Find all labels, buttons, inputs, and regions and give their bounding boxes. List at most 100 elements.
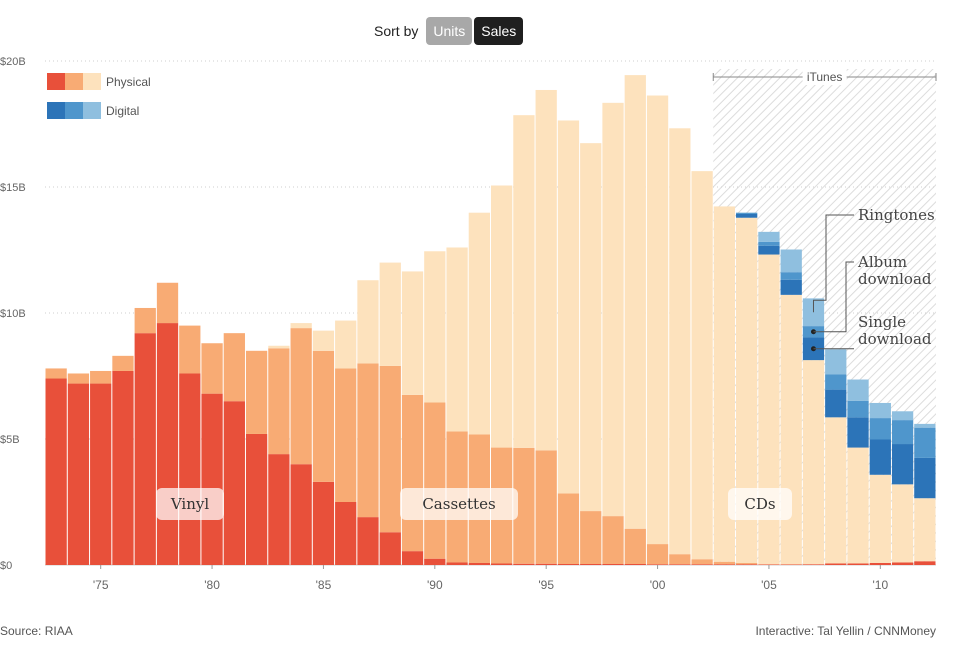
bar-segment-single_download[interactable]: [825, 389, 847, 418]
bar-segment-cassettes[interactable]: [557, 493, 580, 564]
bar-segment-cds[interactable]: [335, 320, 357, 369]
bar-segment-vinyl[interactable]: [713, 564, 736, 565]
bar-segment-ringtones[interactable]: [869, 402, 891, 419]
bar-segment-vinyl[interactable]: [513, 563, 535, 565]
bar-segment-vinyl[interactable]: [446, 562, 468, 565]
bar-segment-vinyl[interactable]: [67, 383, 90, 565]
bar-segment-cassettes[interactable]: [156, 282, 179, 324]
bar-segment-cds[interactable]: [869, 474, 891, 563]
bar-segment-vinyl[interactable]: [401, 551, 424, 565]
bar-segment-single_download[interactable]: [758, 245, 780, 255]
bar-segment-vinyl[interactable]: [424, 558, 446, 565]
bar-segment-cassettes[interactable]: [602, 516, 624, 564]
bar-segment-vinyl[interactable]: [312, 481, 335, 565]
bar-segment-cds[interactable]: [646, 95, 669, 545]
bar-segment-vinyl[interactable]: [134, 333, 156, 565]
bar-segment-vinyl[interactable]: [914, 561, 936, 565]
bar-segment-cassettes[interactable]: [357, 363, 379, 518]
bar-segment-single_download[interactable]: [914, 457, 936, 499]
bar-segment-cds[interactable]: [891, 484, 914, 563]
bar-segment-vinyl[interactable]: [691, 564, 713, 565]
bar-segment-vinyl[interactable]: [112, 370, 134, 565]
bar-segment-cassettes[interactable]: [290, 328, 312, 465]
bar-segment-cds[interactable]: [713, 206, 736, 562]
bar-segment-cassettes[interactable]: [335, 368, 357, 502]
bar-segment-cds[interactable]: [557, 120, 580, 494]
bar-segment-ringtones[interactable]: [847, 379, 869, 401]
bar-segment-cassettes[interactable]: [624, 528, 646, 564]
bar-segment-cds[interactable]: [424, 251, 446, 403]
bar-segment-vinyl[interactable]: [669, 564, 691, 565]
bar-segment-vinyl[interactable]: [379, 532, 401, 565]
bar-segment-vinyl[interactable]: [602, 563, 624, 565]
bar-segment-album_download[interactable]: [758, 241, 780, 246]
bar-segment-cassettes[interactable]: [245, 350, 268, 434]
bar-segment-cassettes[interactable]: [312, 350, 335, 482]
bar-segment-ringtones[interactable]: [758, 231, 780, 242]
bar-segment-album_download[interactable]: [914, 427, 936, 458]
bar-segment-cassettes[interactable]: [401, 394, 424, 552]
bar-segment-cds[interactable]: [602, 102, 624, 517]
bar-segment-cds[interactable]: [691, 171, 713, 560]
bar-segment-album_download[interactable]: [736, 212, 758, 214]
bar-segment-vinyl[interactable]: [201, 393, 223, 565]
bar-segment-cds[interactable]: [802, 360, 825, 565]
bar-segment-vinyl[interactable]: [780, 564, 802, 565]
bar-segment-vinyl[interactable]: [156, 323, 179, 565]
bar-segment-cassettes[interactable]: [535, 450, 557, 564]
bar-segment-single_download[interactable]: [780, 279, 802, 295]
bar-segment-cds[interactable]: [379, 262, 401, 366]
bar-segment-cassettes[interactable]: [90, 370, 112, 384]
sort-units-button[interactable]: Units: [426, 17, 473, 45]
bar-segment-cds[interactable]: [491, 185, 513, 448]
bar-segment-vinyl[interactable]: [869, 562, 891, 565]
bar-segment-cassettes[interactable]: [379, 365, 401, 533]
bar-segment-ringtones[interactable]: [914, 423, 936, 428]
bar-segment-vinyl[interactable]: [847, 563, 869, 565]
bar-segment-vinyl[interactable]: [891, 562, 914, 565]
bar-segment-ringtones[interactable]: [891, 411, 914, 421]
bar-segment-cassettes[interactable]: [134, 307, 156, 334]
bar-segment-album_download[interactable]: [825, 374, 847, 390]
bar-segment-vinyl[interactable]: [45, 378, 67, 565]
bar-segment-cassettes[interactable]: [223, 333, 245, 402]
bar-segment-vinyl[interactable]: [557, 563, 580, 565]
bar-segment-cassettes[interactable]: [736, 562, 758, 565]
bar-segment-vinyl[interactable]: [825, 563, 847, 565]
bar-segment-cds[interactable]: [468, 212, 490, 435]
bar-segment-single_download[interactable]: [891, 444, 914, 485]
bar-segment-vinyl[interactable]: [802, 564, 825, 565]
bar-segment-vinyl[interactable]: [290, 464, 312, 565]
bar-segment-vinyl[interactable]: [90, 383, 112, 565]
bar-segment-vinyl[interactable]: [736, 564, 758, 565]
bar-segment-cassettes[interactable]: [112, 355, 134, 371]
bar-segment-cds[interactable]: [357, 280, 379, 364]
bar-segment-vinyl[interactable]: [268, 454, 290, 565]
bar-segment-cds[interactable]: [758, 254, 780, 565]
bar-segment-album_download[interactable]: [891, 420, 914, 445]
bar-segment-vinyl[interactable]: [758, 564, 780, 565]
bar-segment-vinyl[interactable]: [535, 563, 557, 565]
bar-segment-single_download[interactable]: [869, 439, 891, 475]
bar-segment-ringtones[interactable]: [802, 298, 825, 327]
bar-segment-cds[interactable]: [401, 271, 424, 395]
bar-segment-cassettes[interactable]: [580, 511, 602, 564]
bar-segment-cds[interactable]: [780, 294, 802, 565]
bar-segment-vinyl[interactable]: [491, 563, 513, 565]
bar-segment-ringtones[interactable]: [825, 349, 847, 375]
bar-segment-vinyl[interactable]: [179, 373, 201, 565]
bar-segment-cds[interactable]: [580, 143, 602, 512]
bar-segment-album_download[interactable]: [847, 400, 869, 418]
bar-segment-cassettes[interactable]: [669, 554, 691, 565]
bar-segment-cassettes[interactable]: [201, 343, 223, 394]
bar-segment-single_download[interactable]: [847, 417, 869, 448]
bar-segment-cds[interactable]: [847, 447, 869, 564]
bar-segment-ringtones[interactable]: [780, 249, 802, 273]
bar-segment-cds[interactable]: [914, 498, 936, 562]
bar-segment-cassettes[interactable]: [513, 447, 535, 564]
bar-segment-vinyl[interactable]: [245, 433, 268, 565]
bar-segment-cassettes[interactable]: [268, 348, 290, 455]
bar-segment-vinyl[interactable]: [357, 517, 379, 565]
bar-segment-cds[interactable]: [535, 89, 557, 451]
bar-segment-cds[interactable]: [736, 217, 758, 563]
